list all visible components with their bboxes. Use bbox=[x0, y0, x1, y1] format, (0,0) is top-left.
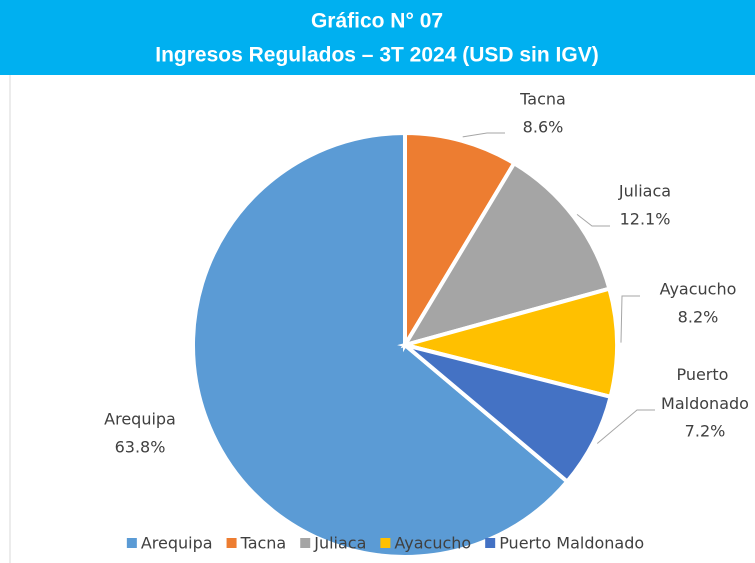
chart-title: Gráfico N° 07 bbox=[311, 10, 443, 33]
legend-swatch bbox=[226, 538, 237, 548]
data-label-value: 63.8% bbox=[115, 438, 166, 457]
pie-slice bbox=[403, 343, 614, 485]
pie-slice bbox=[403, 130, 517, 353]
legend-label: Puerto Maldonado bbox=[499, 534, 644, 553]
data-label-value: 8.6% bbox=[523, 118, 564, 137]
leader-line bbox=[462, 132, 505, 138]
data-label-category: Juliaca bbox=[618, 182, 671, 201]
leader-line bbox=[596, 409, 655, 444]
data-label-category: Arequipa bbox=[104, 410, 176, 429]
data-label-value: 8.2% bbox=[678, 308, 719, 327]
legend-swatch bbox=[485, 538, 496, 548]
data-label-category: Puerto Maldonado bbox=[661, 365, 749, 413]
legend-label: Juliaca bbox=[313, 534, 366, 553]
legend-swatch bbox=[126, 538, 137, 548]
chart-subtitle: Ingresos Regulados – 3T 2024 (USD sin IG… bbox=[155, 44, 598, 67]
leader-line bbox=[620, 295, 640, 343]
pie-slice bbox=[191, 130, 571, 559]
pie-slice bbox=[400, 160, 612, 349]
data-label-category: Ayacucho bbox=[660, 280, 737, 299]
data-label-category: Tacna bbox=[519, 90, 566, 109]
legend-label: Ayacucho bbox=[394, 534, 471, 553]
legend-label: Arequipa bbox=[141, 534, 213, 553]
data-label-value: 7.2% bbox=[685, 422, 726, 441]
legend-swatch bbox=[380, 538, 391, 548]
pie-slice bbox=[397, 286, 619, 400]
legend: Arequipa Tacna Juliaca Ayacucho Puerto Maldo… bbox=[126, 534, 644, 553]
leader-line bbox=[576, 213, 610, 227]
legend-swatch bbox=[300, 538, 311, 548]
title-banner bbox=[0, 0, 755, 75]
data-label-value: 12.1% bbox=[620, 210, 671, 229]
legend-label: Tacna bbox=[240, 534, 287, 553]
